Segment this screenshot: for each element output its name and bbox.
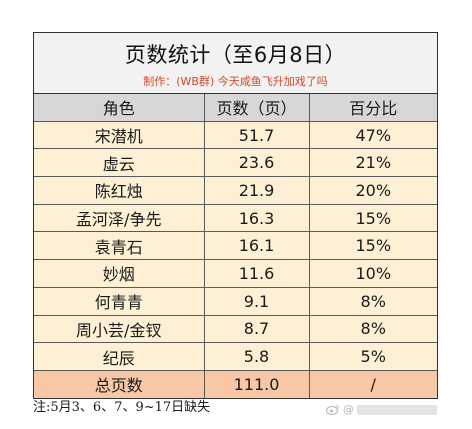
table-row: 何青青 9.1 8% bbox=[34, 286, 437, 316]
cell-role: 陈红烛 bbox=[34, 176, 205, 205]
total-pages: 111.0 bbox=[203, 369, 310, 398]
cell-role: 袁青石 bbox=[34, 231, 205, 261]
cell-role: 宋潜机 bbox=[34, 120, 205, 150]
table-row: 周小芸/金钗 8.7 8% bbox=[34, 314, 437, 344]
cell-percent: 8% bbox=[308, 286, 437, 316]
cell-percent: 5% bbox=[308, 342, 437, 371]
cell-percent: 21% bbox=[308, 148, 437, 178]
table-row: 宋潜机 51.7 47% bbox=[34, 120, 437, 150]
cell-pages: 11.6 bbox=[203, 259, 310, 288]
column-header-percent: 百分比 bbox=[308, 94, 437, 122]
cell-role: 周小芸/金钗 bbox=[34, 314, 205, 344]
table-row: 袁青石 16.1 15% bbox=[34, 231, 437, 261]
weibo-logo-icon bbox=[326, 404, 340, 415]
cell-role: 何青青 bbox=[34, 286, 205, 316]
cell-pages: 51.7 bbox=[203, 120, 310, 150]
table-row: 纪辰 5.8 5% bbox=[34, 342, 437, 371]
table-row: 陈红烛 21.9 20% bbox=[34, 176, 437, 205]
cell-percent: 8% bbox=[308, 314, 437, 344]
cell-pages: 9.1 bbox=[203, 286, 310, 316]
column-header-pages: 页数（页） bbox=[203, 94, 310, 122]
table-row: 妙烟 11.6 10% bbox=[34, 259, 437, 288]
cell-pages: 5.8 bbox=[203, 342, 310, 371]
column-header-role: 角色 bbox=[34, 94, 205, 122]
total-percent: / bbox=[308, 369, 437, 398]
cell-role: 纪辰 bbox=[34, 342, 205, 371]
cell-pages: 21.9 bbox=[203, 176, 310, 205]
cell-pages: 16.3 bbox=[203, 203, 310, 233]
cell-percent: 47% bbox=[308, 120, 437, 150]
total-label: 总页数 bbox=[34, 369, 205, 398]
table-row: 孟河泽/争先 16.3 15% bbox=[34, 203, 437, 233]
watermark-prefix: @ bbox=[343, 403, 354, 416]
footnote: 注:5月3、6、7、9~17日缺失 bbox=[33, 400, 211, 415]
table-row: 虚云 23.6 21% bbox=[34, 148, 437, 178]
cell-percent: 15% bbox=[308, 203, 437, 233]
title-block: 页数统计（至6月8日） 制作：(WB群) 今天咸鱼飞升加戏了吗 bbox=[34, 33, 437, 94]
cell-role: 孟河泽/争先 bbox=[34, 203, 205, 233]
cell-percent: 10% bbox=[308, 259, 437, 288]
cell-pages: 16.1 bbox=[203, 231, 310, 261]
cell-role: 虚云 bbox=[34, 148, 205, 178]
cell-pages: 23.6 bbox=[203, 148, 310, 178]
stats-sheet: 页数统计（至6月8日） 制作：(WB群) 今天咸鱼飞升加戏了吗 角色 页数（页）… bbox=[33, 32, 438, 399]
watermark-handle-blurred bbox=[357, 404, 437, 415]
sheet-subtitle: 制作：(WB群) 今天咸鱼飞升加戏了吗 bbox=[143, 75, 328, 88]
table-header-row: 角色 页数（页） 百分比 bbox=[34, 94, 437, 122]
cell-role: 妙烟 bbox=[34, 259, 205, 288]
sheet-title: 页数统计（至6月8日） bbox=[124, 43, 347, 67]
cell-percent: 15% bbox=[308, 231, 437, 261]
watermark: @ bbox=[326, 403, 437, 416]
total-row: 总页数 111.0 / bbox=[34, 369, 437, 398]
cell-percent: 20% bbox=[308, 176, 437, 205]
stats-table: 角色 页数（页） 百分比 宋潜机 51.7 47% 虚云 23.6 21% 陈红… bbox=[34, 94, 437, 398]
cell-pages: 8.7 bbox=[203, 314, 310, 344]
